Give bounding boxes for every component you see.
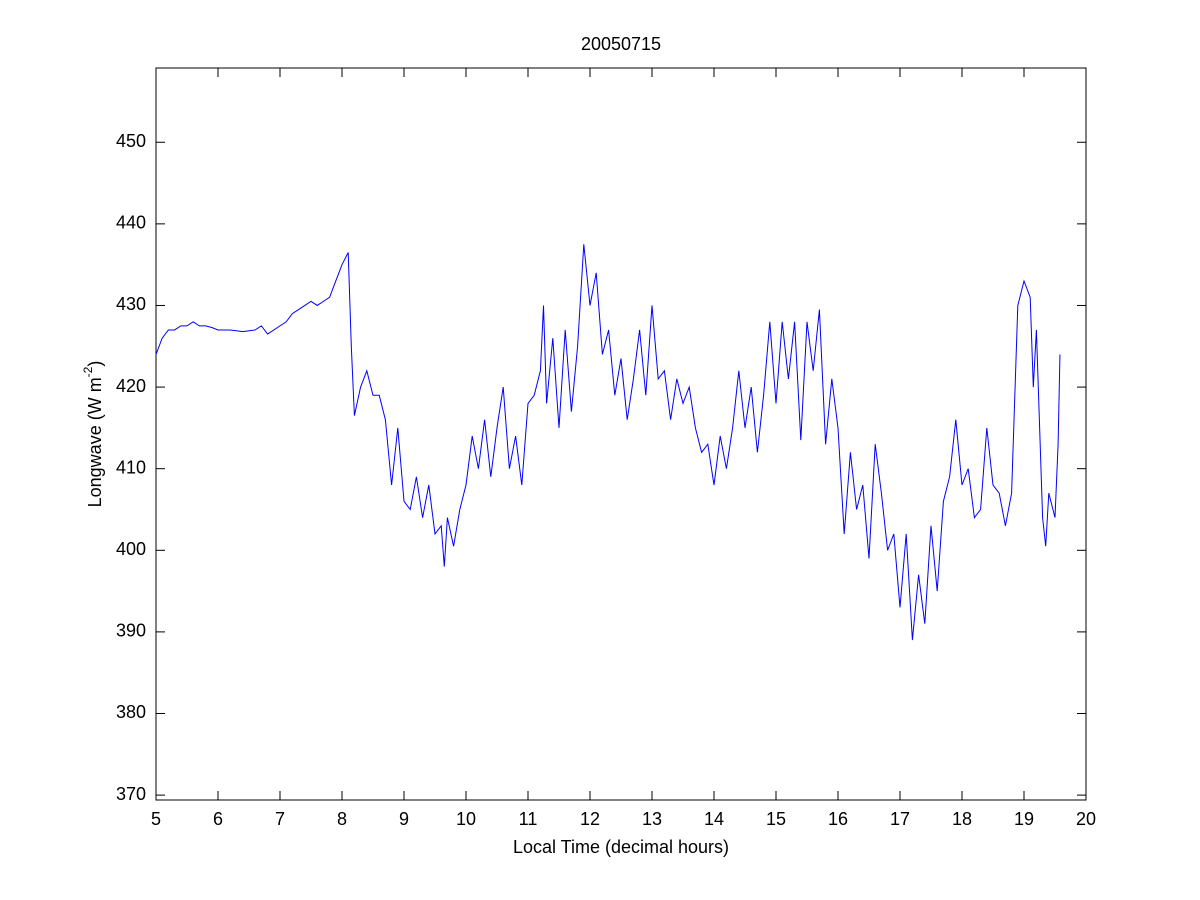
y-tick-label: 390 [116,621,146,641]
x-tick-label: 9 [399,809,409,829]
x-tick-label: 15 [766,809,786,829]
x-tick-label: 18 [952,809,972,829]
x-tick-label: 20 [1076,809,1096,829]
x-tick-label: 19 [1014,809,1034,829]
x-tick-label: 5 [151,809,161,829]
data-line [155,244,1061,641]
y-tick-label: 370 [116,784,146,804]
plot-area [155,67,1087,801]
x-tick-label: 10 [456,809,476,829]
y-tick-label: 430 [116,294,146,314]
x-tick-label: 11 [519,809,538,829]
y-tick-label: 380 [116,702,146,722]
y-label-end: ) [85,361,105,367]
y-axis-label: Longwave (W m-2) [81,361,105,508]
x-tick-label: 8 [337,809,347,829]
y-tick-label: 410 [116,457,146,477]
y-label-text: Longwave (W m [85,377,105,507]
x-tick-label: 17 [890,809,910,829]
x-tick-label: 14 [704,809,724,829]
y-tick-label: 420 [116,376,146,396]
y-tick-label: 440 [116,213,146,233]
x-tick-label: 7 [275,809,285,829]
y-tick-label: 400 [116,539,146,559]
x-tick-label: 16 [828,809,848,829]
y-tick-label: 450 [116,131,146,151]
chart-title: 20050715 [581,34,661,54]
y-label-sup: -2 [81,366,95,377]
x-tick-label: 6 [213,809,223,829]
x-axis-label: Local Time (decimal hours) [513,837,729,857]
x-tick-label: 13 [642,809,662,829]
x-tick-label: 12 [580,809,600,829]
